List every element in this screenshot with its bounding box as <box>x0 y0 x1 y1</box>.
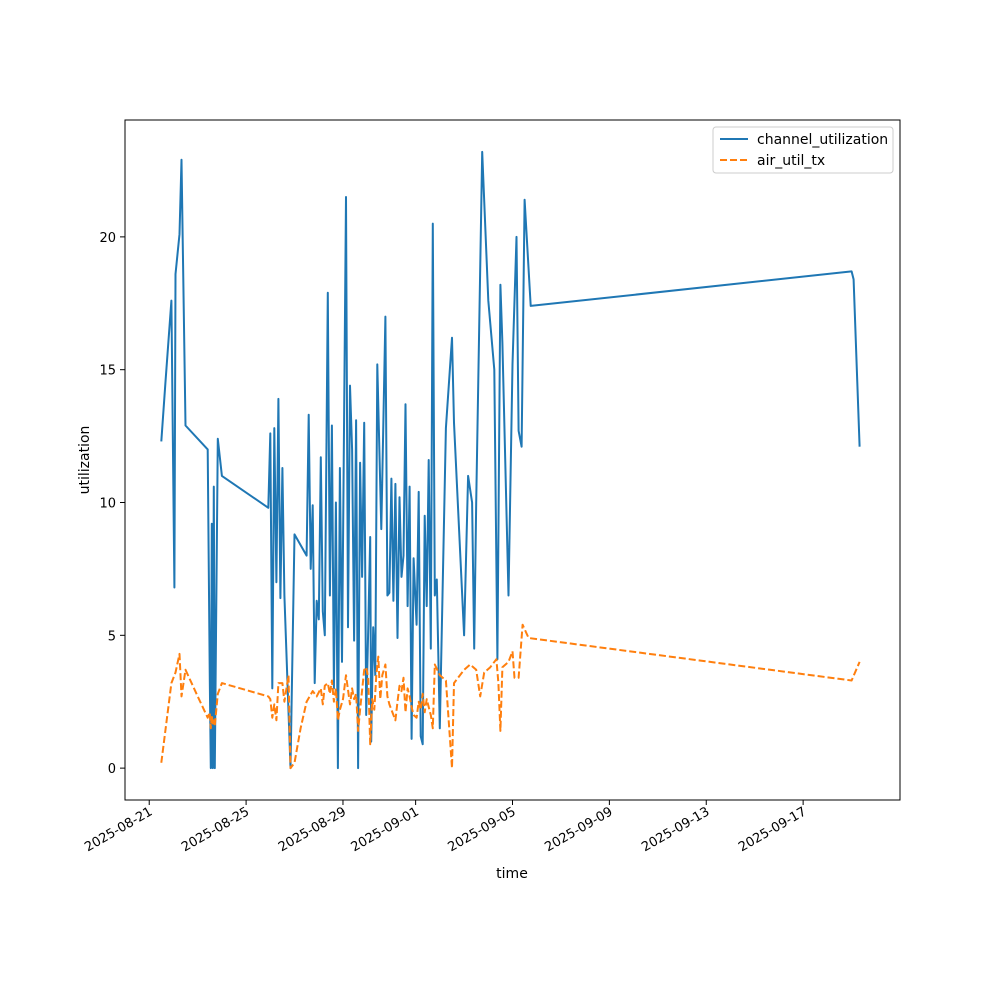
x-tick-label: 2025-09-05 <box>446 804 519 855</box>
legend: channel_utilization air_util_tx <box>712 126 894 174</box>
series-layer <box>160 150 861 770</box>
x-tick-label: 2025-09-09 <box>542 804 615 855</box>
y-tick-label: 20 <box>99 231 116 246</box>
y-axis-label: utilization <box>77 426 93 495</box>
x-tick-label: 2025-08-25 <box>179 804 252 855</box>
legend-label-channel-utilization: channel_utilization <box>757 132 888 148</box>
x-tick-label: 2025-08-29 <box>276 804 349 855</box>
y-axis-ticks: 0 5 10 15 20 <box>99 231 125 777</box>
legend-box <box>712 126 894 174</box>
y-tick-label: 10 <box>99 497 116 512</box>
series-line-air-util-tx <box>160 623 861 770</box>
y-tick-label: 5 <box>108 629 116 644</box>
x-tick-label: 2025-08-21 <box>82 804 155 855</box>
plot-frame <box>124 119 901 801</box>
series-line-channel-utilization <box>160 150 861 770</box>
x-tick-label: 2025-09-17 <box>736 804 809 855</box>
x-axis-ticks: 2025-08-21 2025-08-25 2025-08-29 2025-09-01… <box>82 800 809 855</box>
y-tick-label: 15 <box>99 364 116 379</box>
legend-label-air-util-tx: air_util_tx <box>757 153 825 169</box>
x-tick-label: 2025-09-13 <box>639 804 712 855</box>
x-axis-label: time <box>496 866 528 882</box>
y-tick-label: 0 <box>108 762 116 777</box>
x-tick-label: 2025-09-01 <box>349 804 422 855</box>
